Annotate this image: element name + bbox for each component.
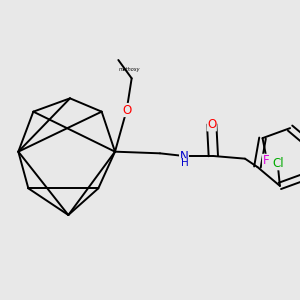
- Text: Cl: Cl: [272, 157, 284, 170]
- Text: O: O: [122, 103, 131, 116]
- Text: N: N: [180, 149, 188, 163]
- Text: methoxy: methoxy: [119, 67, 141, 71]
- Text: H: H: [182, 158, 189, 168]
- Text: F: F: [262, 154, 269, 167]
- Text: O: O: [207, 118, 216, 131]
